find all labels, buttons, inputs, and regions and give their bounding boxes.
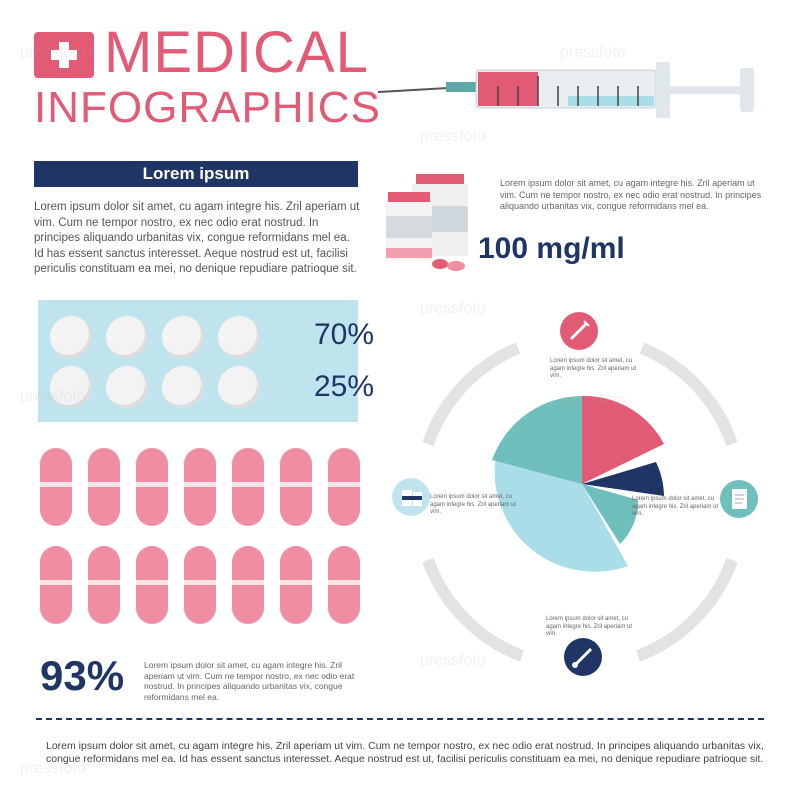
capsule [184, 546, 216, 624]
pie-slice-navy [582, 462, 664, 496]
capsule [280, 546, 312, 624]
pie-diagram [422, 342, 738, 662]
blister-pct-top: 70% [314, 318, 375, 351]
tablet [218, 316, 260, 358]
capsule [40, 546, 72, 624]
dose-label: 100 mg/ml [478, 232, 625, 265]
dashed-divider [36, 718, 764, 720]
diagram-note-left: Lorem ipsum dolor sit amet, cu agam inte… [430, 494, 517, 515]
watermark: pressfoto [420, 300, 486, 317]
pie-slice-teal [582, 484, 639, 544]
blister-pct-bottom: 25% [314, 370, 375, 403]
pill-bottle-icon [386, 174, 468, 271]
tablet [106, 316, 148, 358]
title-line-2: INFOGRAPHICS [34, 83, 381, 132]
medical-cross-logo-icon [34, 32, 94, 78]
footer-paragraph: Lorem ipsum dolor sit amet, cu agam inte… [46, 740, 764, 765]
pill-bottle-small-icon [392, 478, 430, 516]
capsule [280, 448, 312, 526]
syringe-icon [560, 312, 598, 350]
big-stat-value: 93% [40, 652, 125, 699]
tablet [162, 366, 204, 408]
pie-slice-green [492, 396, 582, 484]
tablet [162, 316, 204, 358]
diagram-note-bottom: Lorem ipsum dolor sit amet, cu agam inte… [546, 616, 633, 637]
intro-paragraph: Lorem ipsum dolor sit amet, cu agam inte… [34, 201, 360, 275]
title-line-1: MEDICAL [104, 20, 369, 85]
watermark: pressfoto [420, 128, 486, 145]
big-stat-note: Lorem ipsum dolor sit amet, cu agam inte… [144, 660, 355, 702]
tablet [106, 366, 148, 408]
capsule [40, 448, 72, 526]
capsule [88, 546, 120, 624]
diagram-note-right: Lorem ipsum dolor sit amet, cu agam inte… [632, 496, 719, 517]
blister-pack: 70% 25% [38, 300, 374, 422]
capsule [136, 448, 168, 526]
capsule [232, 546, 264, 624]
drug-description: Lorem ipsum dolor sit amet, cu agam inte… [500, 178, 762, 211]
pie-slice-pink [582, 395, 664, 484]
capsule [136, 546, 168, 624]
tablet [50, 366, 92, 408]
syringe-illustration-icon [378, 62, 754, 118]
section-banner: Lorem ipsum [34, 161, 358, 187]
capsule [232, 448, 264, 526]
pie-slice-light-blue [494, 446, 628, 572]
capsule [184, 448, 216, 526]
capsule [88, 448, 120, 526]
capsule [328, 546, 360, 624]
tablet [50, 316, 92, 358]
tablet [218, 366, 260, 408]
medical-chart-icon [720, 480, 758, 518]
diagram-note-top: Lorem ipsum dolor sit amet, cu agam inte… [550, 358, 637, 379]
capsule [328, 448, 360, 526]
thermometer-icon [564, 638, 602, 676]
